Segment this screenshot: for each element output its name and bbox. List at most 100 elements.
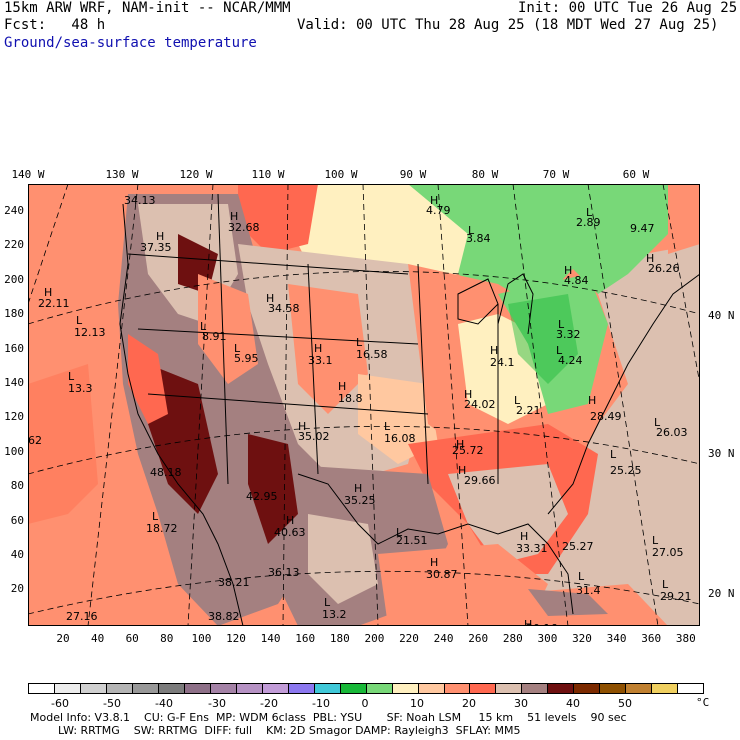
- map-value-label: 2.21: [516, 404, 541, 417]
- map-value-label: 48.18: [150, 466, 182, 479]
- colorbar-label: -60: [51, 697, 69, 710]
- colorbar-swatch: [29, 684, 54, 693]
- x-tick: 360: [641, 632, 662, 645]
- map-value-label: 31.4: [576, 584, 601, 597]
- map-value-label: L: [578, 570, 585, 583]
- colorbar-label: -50: [103, 697, 121, 710]
- colorbar-swatch: [573, 684, 600, 693]
- lon-tick: 80 W: [471, 168, 499, 181]
- x-tick: 220: [399, 632, 419, 645]
- map-value-label: H: [430, 556, 438, 569]
- map-value-label: H: [490, 344, 498, 357]
- y-tick: 240: [4, 204, 24, 217]
- map-value-label: 27.05: [652, 546, 684, 559]
- map-value-label: L: [610, 448, 617, 461]
- colorbar-swatch: [495, 684, 522, 693]
- map-value-label: H: [230, 210, 238, 223]
- map-value-label: 33.1: [308, 354, 333, 367]
- map-value-label: 62: [28, 434, 42, 447]
- map-value-label: H: [156, 230, 164, 243]
- map-value-label: L: [662, 578, 669, 591]
- map-value-label: H: [458, 464, 466, 477]
- y-tick: 160: [4, 341, 24, 355]
- x-tick: 20: [56, 632, 70, 645]
- map-value-label: 18.72: [146, 522, 178, 535]
- colorbar-swatch: [209, 684, 236, 693]
- map-value-label: 32.68: [228, 221, 260, 234]
- y-tick: 80: [10, 479, 24, 493]
- map-value-label: 3.32: [556, 328, 581, 341]
- colorbar-label: -20: [260, 697, 278, 710]
- colorbar-label: -10: [312, 697, 330, 710]
- map-value-label: H: [354, 482, 362, 495]
- y-tick: 180: [4, 307, 24, 321]
- map-value-label: 18.8: [338, 392, 363, 405]
- colorbar-swatch: [547, 684, 574, 693]
- lat-tick: 20 N: [708, 587, 735, 600]
- map-value-label: 34.58: [268, 302, 300, 315]
- colorbar-swatch: [417, 684, 444, 693]
- colorbar-swatch: [365, 684, 392, 693]
- x-tick: 320: [572, 632, 592, 645]
- map-value-label: H: [524, 618, 532, 626]
- map-value-label: 30.87: [426, 568, 458, 581]
- valid-time: Valid: 00 UTC Thu 28 Aug 25 (18 MDT Wed …: [297, 17, 719, 33]
- colorbar-swatch: [677, 684, 704, 693]
- map-value-label: 38.82: [208, 610, 240, 623]
- map-value-label: 29.66: [464, 474, 496, 487]
- lon-tick: 120 W: [179, 168, 213, 181]
- x-tick: 180: [329, 632, 350, 645]
- map-value-label: L: [654, 416, 661, 429]
- model-info-line2: LW: RRTMG SW: RRTMG DIFF: full KM: 2D Sm…: [30, 724, 521, 737]
- map-value-label: 16.08: [384, 432, 416, 445]
- map-value-label: 21.51: [396, 534, 428, 547]
- colorbar-swatch: [443, 684, 470, 693]
- lon-tick: 60 W: [622, 168, 650, 181]
- x-tick: 140: [260, 632, 281, 645]
- y-tick: 100: [4, 444, 24, 458]
- map-value-label: 4.24: [558, 354, 583, 367]
- map-value-label: L: [384, 420, 391, 433]
- y-tick: 20: [10, 582, 24, 596]
- y-tick: 120: [4, 410, 24, 424]
- field-title: Ground/sea-surface temperature: [4, 35, 257, 51]
- map-value-label: H: [456, 438, 464, 451]
- map-value-label: 3.84: [466, 232, 491, 245]
- map-value-label: 33.31: [516, 542, 548, 555]
- colorbar-label: 0: [361, 697, 369, 710]
- forecast-hour: Fcst: 48 h: [4, 17, 106, 33]
- x-tick: 40: [90, 632, 105, 645]
- map-value-label: L: [356, 336, 363, 349]
- map-value-label: 34.13: [124, 194, 156, 207]
- map-value-label: L: [652, 534, 659, 547]
- lon-tick: 130 W: [105, 168, 139, 181]
- colorbar-swatch: [313, 684, 340, 693]
- map-value-label: L: [152, 510, 159, 523]
- lon-tick: 110 W: [251, 168, 285, 181]
- colorbar-swatch: [131, 684, 158, 693]
- x-tick: 80: [160, 632, 174, 645]
- map-value-label: 16.58: [356, 348, 388, 361]
- lon-tick: 140 W: [11, 168, 45, 181]
- colorbar-label: -30: [208, 697, 226, 710]
- map-value-label: 13.2: [322, 608, 347, 621]
- x-tick: 200: [364, 632, 385, 645]
- x-tick: 60: [125, 632, 139, 645]
- colorbar-swatch: [287, 684, 314, 693]
- colorbar-label: 40: [566, 697, 580, 710]
- map-value-label: 35.25: [344, 494, 376, 507]
- map-value-label: 2.89: [576, 216, 601, 229]
- map-value-label: L: [200, 320, 207, 333]
- model-title: 15km ARW WRF, NAM-init -- NCAR/MMM: [4, 0, 291, 16]
- colorbar-swatch: [625, 684, 652, 693]
- map-value-label: H: [564, 264, 572, 277]
- colorbar-label: 30: [514, 697, 528, 710]
- colorbar-swatch: [53, 684, 80, 693]
- colorbar-label: 20: [462, 697, 476, 710]
- x-tick: 280: [502, 632, 523, 645]
- map-value-label: L: [586, 206, 593, 219]
- colorbar-swatch: [235, 684, 262, 693]
- map-value-label: 40.63: [274, 526, 306, 539]
- map-value-label: L: [514, 394, 521, 407]
- colorbar-swatch: [261, 684, 288, 693]
